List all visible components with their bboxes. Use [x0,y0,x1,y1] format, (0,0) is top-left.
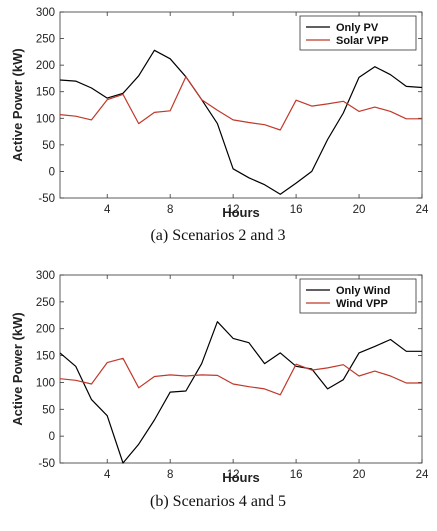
y-axis-label: Active Power (kW) [10,48,25,161]
legend-box [299,278,417,314]
x-tick-label: 4 [104,469,111,481]
x-tick-label: 16 [290,204,303,216]
legend-entry-2: Wind VPP [336,298,388,310]
y-tick-label: 100 [36,113,55,125]
figure-caption: (a) Scenarios 2 and 3 [150,227,285,244]
y-tick-label: 150 [36,351,55,363]
series-line-1 [59,321,422,464]
y-tick-label: 100 [36,377,55,389]
y-tick-label: -50 [38,193,55,205]
x-tick-label: 24 [416,469,429,481]
y-tick-label: 0 [49,166,55,178]
series-line-2 [59,357,422,396]
y-axis-label: Active Power (kW) [10,312,25,425]
legend-entry-1: Only Wind [336,285,390,297]
series-line-1 [59,49,423,195]
y-tick-label: 250 [36,34,55,46]
x-tick-label: 8 [167,204,173,216]
y-tick-label: -50 [38,458,55,470]
y-tick-label: 300 [36,7,55,19]
series-line-2 [59,76,422,131]
x-axis-label: Hours [222,205,260,220]
x-tick-label: 24 [416,204,429,216]
y-tick-label: 150 [36,87,55,99]
legend-entry-2: Solar VPP [336,35,389,47]
x-axis-label: Hours [222,470,260,485]
x-tick-label: 8 [167,469,173,481]
y-tick-label: 250 [36,297,55,309]
x-tick-label: 12 [227,469,240,481]
chart-a: -50 0 50 100 150 200 250 300 4 8 12 16 20 24 Hours Acti… [10,7,429,244]
y-tick-label: 200 [36,60,55,72]
y-tick-label: 0 [49,431,55,443]
x-tick-label: 20 [353,469,366,481]
x-tick-label: 12 [227,204,240,216]
x-tick-label: 20 [353,204,366,216]
y-tick-label: 300 [36,270,55,282]
x-tick-label: 16 [290,469,303,481]
x-tick-label: 4 [104,204,111,216]
legend-box [299,15,417,51]
legend-entry-1: Only PV [336,22,379,34]
figure-caption: (b) Scenarios 4 and 5 [150,493,286,510]
y-tick-label: 50 [42,140,55,152]
chart-b: -50 0 50 100 150 200 250 300 4 8 12 16 20 24 Hours Acti… [10,270,429,510]
y-tick-label: 50 [42,404,55,416]
y-tick-label: 200 [36,324,55,336]
